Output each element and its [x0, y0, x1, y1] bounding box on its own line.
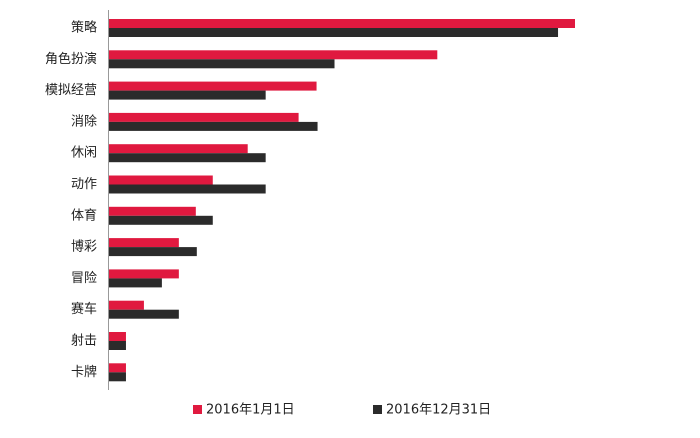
legend-swatch [373, 405, 382, 414]
category-label: 赛车 [71, 301, 97, 317]
bar [109, 59, 335, 69]
bar [109, 121, 318, 131]
bar [109, 184, 266, 194]
bar [109, 278, 162, 288]
bar [109, 90, 266, 100]
category-label: 射击 [71, 333, 97, 349]
bar [109, 215, 213, 225]
bar [109, 300, 144, 310]
legend-label: 2016年1月1日 [206, 403, 295, 418]
category-label: 模拟经营 [45, 83, 97, 98]
category-label: 动作 [71, 177, 97, 192]
bar [109, 247, 197, 257]
bar [109, 175, 213, 185]
bar [109, 341, 126, 350]
bar [109, 144, 248, 154]
bar [109, 112, 299, 122]
bar [109, 206, 196, 216]
legend-swatch [193, 405, 202, 414]
bar [109, 269, 179, 279]
category-label: 休闲 [71, 146, 97, 161]
category-label: 博彩 [71, 240, 97, 255]
bar [109, 363, 126, 373]
bar [109, 28, 559, 37]
category-label: 策略 [71, 20, 97, 36]
bar [109, 332, 126, 341]
legend-label: 2016年12月31日 [386, 403, 491, 418]
bar [109, 372, 126, 382]
category-label: 角色扮演 [45, 51, 97, 67]
bar [109, 50, 438, 60]
category-label: 消除 [71, 114, 97, 129]
bar [109, 81, 317, 91]
category-label: 冒险 [71, 271, 97, 286]
bar [109, 238, 179, 248]
bar [109, 309, 179, 319]
category-label: 卡牌 [71, 364, 97, 380]
category-label: 体育 [71, 207, 97, 223]
bar [109, 19, 575, 28]
bar [109, 153, 266, 163]
